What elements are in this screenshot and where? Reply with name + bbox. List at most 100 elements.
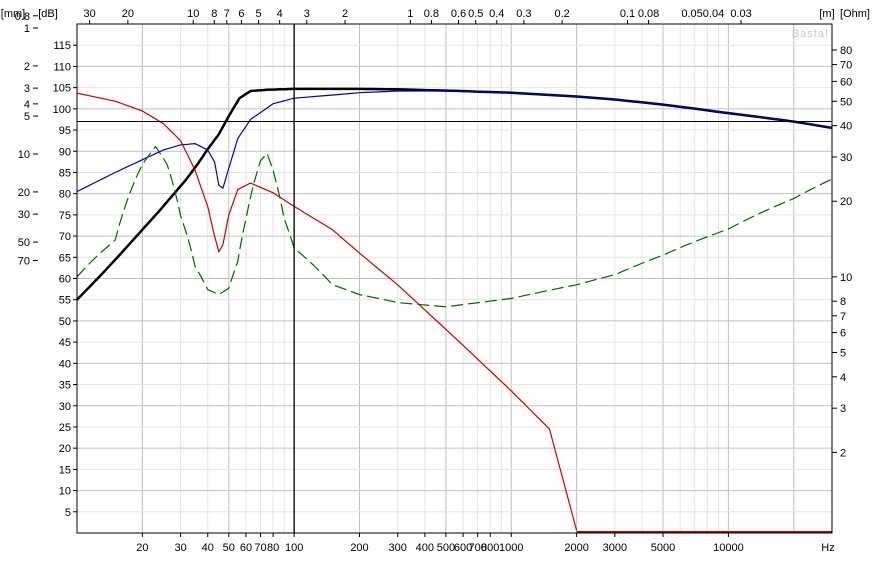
db-tick-label: 10 bbox=[59, 486, 71, 498]
x-tick-label: 5000 bbox=[651, 542, 675, 554]
ohm-tick-label: 5 bbox=[840, 347, 846, 359]
db-tick-label: 55 bbox=[59, 295, 71, 307]
x-tick-label: 400 bbox=[416, 542, 434, 554]
grid bbox=[77, 24, 832, 533]
db-tick-label: 40 bbox=[59, 358, 71, 370]
mm-tick-label: 3 bbox=[24, 83, 30, 95]
mm-tick-label: 4 bbox=[24, 99, 30, 111]
top-tick-label: 3 bbox=[304, 8, 310, 20]
db-tick-label: 15 bbox=[59, 464, 71, 476]
x-tick-label: 80 bbox=[267, 542, 279, 554]
top-tick-label: 0.1 bbox=[620, 8, 635, 20]
ohm-tick-label: 70 bbox=[840, 60, 852, 72]
ohm-axis-unit: [Ohm] bbox=[840, 8, 870, 20]
ohm-tick-label: 2 bbox=[840, 447, 846, 459]
top-tick-label: 30 bbox=[84, 8, 96, 20]
db-tick-label: 5 bbox=[65, 507, 71, 519]
db-tick-label: 30 bbox=[59, 401, 71, 413]
ohm-tick-label: 50 bbox=[840, 96, 852, 108]
mm-tick-label: 20 bbox=[18, 187, 30, 199]
top-tick-label: 0.03 bbox=[730, 8, 751, 20]
x-tick-label: 70 bbox=[254, 542, 266, 554]
mm-tick-label: 0.8 bbox=[15, 11, 30, 23]
top-tick-label: 5 bbox=[256, 8, 262, 20]
db-tick-label: 50 bbox=[59, 316, 71, 328]
top-tick-label: 0.050.04 bbox=[681, 8, 724, 20]
x-tick-label: 1000 bbox=[499, 542, 523, 554]
db-tick-label: 45 bbox=[59, 337, 71, 349]
top-axis-unit: [m] bbox=[819, 8, 834, 20]
series-line-3 bbox=[76, 92, 578, 531]
x-tick-label: 500 bbox=[437, 542, 455, 554]
ohm-tick-label: 7 bbox=[840, 311, 846, 323]
ohm-tick-label: 30 bbox=[840, 152, 852, 164]
top-tick-label: 0.08 bbox=[638, 8, 659, 20]
db-tick-label: 110 bbox=[53, 61, 71, 73]
x-tick-label: 600 bbox=[454, 542, 472, 554]
top-tick-label: 0.5 bbox=[468, 8, 483, 20]
top-tick-label: 0.4 bbox=[489, 8, 504, 20]
top-tick-label: 7 bbox=[224, 8, 230, 20]
db-tick-label: 95 bbox=[59, 125, 71, 137]
top-tick-label: 20 bbox=[122, 8, 134, 20]
top-tick-label: 0.8 bbox=[424, 8, 439, 20]
db-tick-label: 70 bbox=[59, 231, 71, 243]
ohm-tick-label: 80 bbox=[840, 45, 852, 57]
db-tick-label: 100 bbox=[53, 104, 71, 116]
mm-tick-label: 5 bbox=[24, 111, 30, 123]
ohm-tick-label: 3 bbox=[840, 403, 846, 415]
db-tick-label: 60 bbox=[59, 274, 71, 286]
db-tick-label: 35 bbox=[59, 380, 71, 392]
db-tick-label: 20 bbox=[59, 443, 71, 455]
x-tick-label: 50 bbox=[223, 542, 235, 554]
top-tick-label: 2 bbox=[342, 8, 348, 20]
mm-tick-label: 50 bbox=[18, 237, 30, 249]
top-tick-label: 8 bbox=[211, 8, 217, 20]
ohm-tick-label: 60 bbox=[840, 76, 852, 88]
top-tick-label: 0.3 bbox=[516, 8, 531, 20]
x-tick-label: 200 bbox=[350, 542, 368, 554]
mm-tick-label: 2 bbox=[24, 61, 30, 73]
top-tick-label: 10 bbox=[187, 8, 199, 20]
x-tick-label: 800 bbox=[481, 542, 499, 554]
ohm-tick-label: 8 bbox=[840, 296, 846, 308]
mm-tick-label: 30 bbox=[18, 209, 30, 221]
x-tick-label: 60 bbox=[240, 542, 252, 554]
x-tick-label: 2000 bbox=[564, 542, 588, 554]
mm-tick-label: 10 bbox=[18, 149, 30, 161]
x-tick-label: 20 bbox=[136, 542, 148, 554]
ohm-tick-label: 20 bbox=[840, 196, 852, 208]
x-tick-label: 30 bbox=[174, 542, 186, 554]
top-tick-label: 0.2 bbox=[554, 8, 569, 20]
x-tick-label: 300 bbox=[389, 542, 407, 554]
x-tick-label: 40 bbox=[202, 542, 214, 554]
series-line-2 bbox=[76, 90, 833, 193]
db-tick-label: 80 bbox=[59, 189, 71, 201]
top-tick-label: 1 bbox=[407, 8, 413, 20]
series-line-4 bbox=[76, 146, 833, 308]
top-tick-label: 6 bbox=[238, 8, 244, 20]
top-tick-label: 4 bbox=[277, 8, 283, 20]
x-tick-label: 100 bbox=[285, 542, 303, 554]
ohm-tick-label: 6 bbox=[840, 328, 846, 340]
db-axis-unit: [dB] bbox=[38, 8, 58, 20]
db-tick-label: 25 bbox=[59, 422, 71, 434]
ohm-tick-label: 10 bbox=[840, 272, 852, 284]
x-tick-label: 3000 bbox=[603, 542, 627, 554]
db-tick-label: 85 bbox=[59, 167, 71, 179]
reference-lines bbox=[77, 24, 832, 533]
x-tick-label: 700 bbox=[468, 542, 486, 554]
ohm-tick-label: 4 bbox=[840, 372, 846, 384]
x-tick-label: 10000 bbox=[713, 542, 744, 554]
x-axis-unit: Hz bbox=[821, 542, 834, 554]
series-layer bbox=[76, 87, 833, 533]
mm-tick-label: 70 bbox=[18, 255, 30, 267]
db-tick-label: 75 bbox=[59, 210, 71, 222]
top-tick-label: 0.6 bbox=[451, 8, 466, 20]
db-tick-label: 90 bbox=[59, 146, 71, 158]
watermark-logo: Basta! bbox=[792, 28, 829, 40]
mm-axis-unit: [mm] bbox=[1, 8, 25, 20]
mm-tick-label: 1 bbox=[24, 23, 30, 35]
